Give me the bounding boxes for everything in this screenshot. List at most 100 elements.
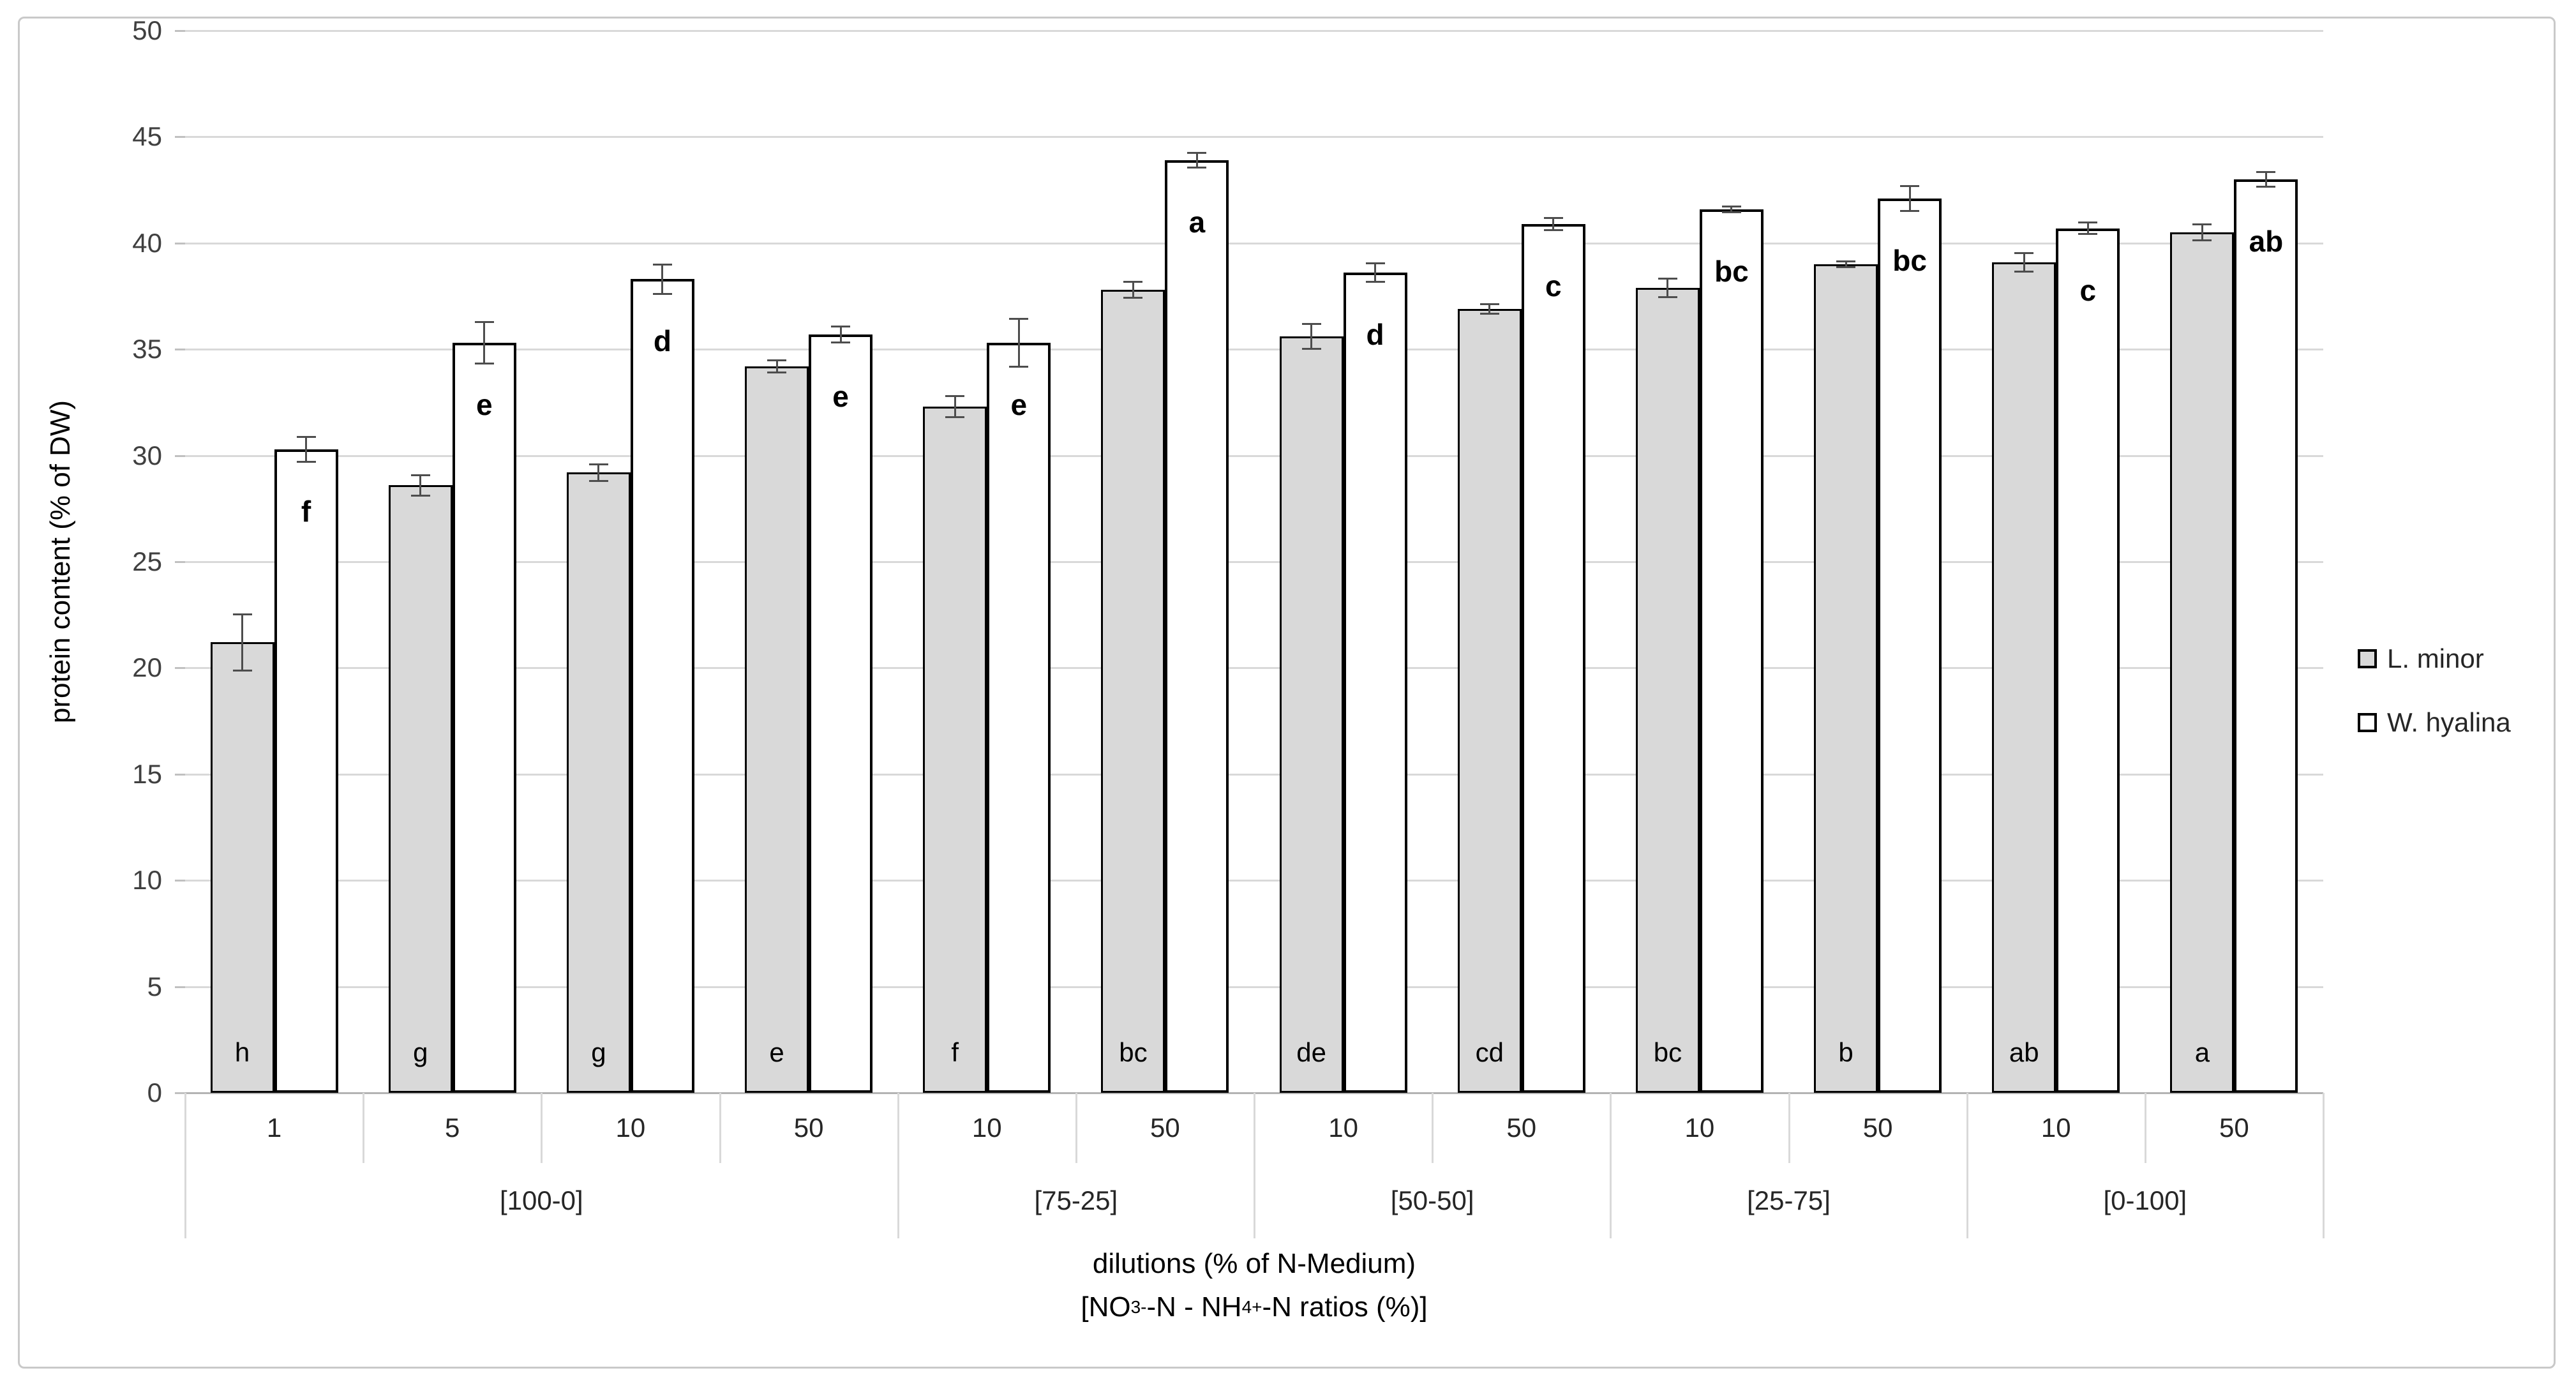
x-group-label: [75-25] <box>1034 1185 1118 1215</box>
bar-w-hyalina <box>274 449 338 1093</box>
error-bar-stem <box>2265 172 2267 187</box>
error-bar-stem <box>775 359 778 373</box>
significance-letter: h <box>234 1037 250 1067</box>
y-axis-tick-label: 30 <box>132 440 162 470</box>
y-axis-tick <box>175 880 185 882</box>
error-bar-cap-top <box>1721 205 1741 207</box>
gridline <box>185 667 2323 670</box>
bar-l-minor <box>1101 290 1165 1093</box>
bar-w-hyalina <box>1521 223 1585 1093</box>
bar-w-hyalina <box>452 343 516 1093</box>
y-axis-tick <box>175 30 185 32</box>
significance-letter: a <box>2194 1037 2210 1067</box>
error-bar-cap-bottom <box>831 342 851 344</box>
y-axis-tick-label: 10 <box>132 865 162 896</box>
bar-w-hyalina <box>2234 179 2298 1093</box>
error-bar-cap-top <box>1543 216 1563 219</box>
significance-letter: bc <box>1714 254 1749 288</box>
error-bar-stem <box>1730 206 1733 213</box>
significance-letter: ab <box>2009 1037 2039 1067</box>
error-bar-stem <box>1195 153 1198 168</box>
error-bar-cap-top <box>1479 303 1499 305</box>
error-bar-stem <box>2086 221 2089 235</box>
error-bar-stem <box>1666 278 1669 297</box>
error-bar-stem <box>483 321 486 364</box>
bar-l-minor <box>1992 262 2056 1093</box>
category-separator <box>1075 1093 1077 1163</box>
error-bar-stem <box>839 326 842 343</box>
significance-letter: f <box>951 1037 959 1067</box>
category-separator <box>1788 1093 1790 1163</box>
bar-l-minor <box>2170 232 2235 1093</box>
error-bar-cap-top <box>232 613 252 615</box>
gridline <box>185 349 2323 351</box>
x-group-label: [0-100] <box>2103 1185 2187 1215</box>
group-separator <box>897 1093 899 1238</box>
x-tick-label: 10 <box>1684 1113 1715 1143</box>
error-bar-cap-bottom <box>1900 209 1920 212</box>
significance-letter: d <box>653 324 671 358</box>
x-tick-label: 50 <box>1506 1113 1537 1143</box>
error-bar-cap-bottom <box>232 670 252 672</box>
gridline <box>185 561 2323 563</box>
error-bar-cap-bottom <box>1721 211 1741 213</box>
y-axis-tick <box>175 242 185 244</box>
bar-l-minor <box>1279 336 1344 1093</box>
legend-swatch-w-hyalina <box>2358 713 2377 732</box>
error-bar-cap-top <box>2256 171 2276 174</box>
error-bar-cap-bottom <box>1365 281 1385 283</box>
legend-label-w-hyalina: W. hyalina <box>2387 707 2511 737</box>
error-bar-stem <box>305 436 308 462</box>
x-axis-title-fragment: -N - NH <box>1146 1291 1242 1323</box>
bar-w-hyalina <box>1165 160 1229 1093</box>
significance-letter: bc <box>1119 1037 1148 1067</box>
category-separator <box>1432 1093 1434 1163</box>
error-bar-cap-bottom <box>1543 229 1563 231</box>
significance-letter: ab <box>2249 224 2284 258</box>
error-bar-stem <box>241 613 244 672</box>
significance-letter: d <box>1366 318 1384 352</box>
y-axis-tick <box>175 773 185 776</box>
bar-w-hyalina <box>2056 228 2120 1093</box>
y-axis-tick-label: 0 <box>147 1077 162 1107</box>
x-axis-title-fragment: 4 <box>1241 1297 1252 1317</box>
significance-letter: b <box>1838 1037 1853 1067</box>
error-bar-stem <box>1552 217 1555 230</box>
error-bar-stem <box>954 396 956 417</box>
significance-letter: f <box>301 494 311 528</box>
y-axis-tick <box>175 561 185 563</box>
error-bar-cap-top <box>2014 252 2034 254</box>
x-group-label: [100-0] <box>499 1185 583 1215</box>
error-bar-cap-bottom <box>1479 313 1499 315</box>
error-bar-cap-bottom <box>1187 166 1207 169</box>
bar-l-minor <box>1457 308 1522 1093</box>
significance-letter: c <box>1545 269 1562 303</box>
figure-border <box>18 17 2556 1369</box>
x-tick-label: 50 <box>793 1113 824 1143</box>
error-bar-cap-top <box>1009 317 1029 320</box>
error-bar-cap-top <box>767 359 787 361</box>
y-axis-tick <box>175 454 185 457</box>
error-bar-cap-bottom <box>296 460 316 463</box>
error-bar-stem <box>1132 281 1134 299</box>
gridline <box>185 454 2323 457</box>
error-bar-stem <box>1310 324 1313 350</box>
group-separator <box>1610 1093 1612 1238</box>
significance-letter: e <box>476 388 493 422</box>
legend-label-l-minor: L. minor <box>2387 643 2484 673</box>
legend-item-w-hyalina: W. hyalina <box>2358 707 2511 738</box>
error-bar-cap-bottom <box>767 371 787 373</box>
error-bar-cap-bottom <box>1836 266 1856 269</box>
error-bar-cap-bottom <box>2256 185 2276 188</box>
error-bar-cap-top <box>1658 277 1677 280</box>
error-bar-cap-bottom <box>945 416 965 418</box>
y-axis-tick-label: 5 <box>147 971 162 1002</box>
error-bar-stem <box>419 474 422 496</box>
bar-l-minor <box>745 366 809 1093</box>
error-bar-cap-bottom <box>1123 297 1143 299</box>
y-axis-tick-label: 20 <box>132 652 162 683</box>
error-bar-cap-top <box>2192 223 2212 225</box>
x-axis-title-fragment: 3 <box>1130 1297 1141 1317</box>
significance-letter: g <box>591 1037 606 1067</box>
